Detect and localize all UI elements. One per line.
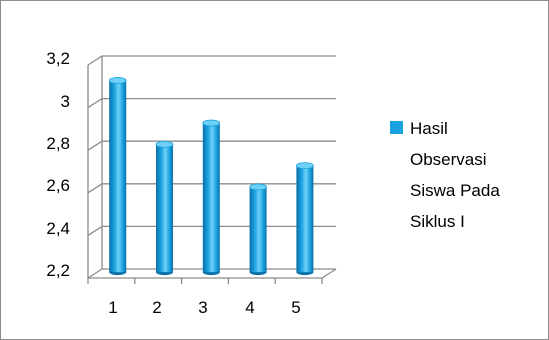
y-tick-label: 3 [61, 92, 70, 111]
y-tick-label: 3,2 [46, 49, 70, 68]
y-tick-label: 2,4 [46, 219, 70, 238]
x-tick-label: 3 [198, 298, 207, 317]
bar [202, 119, 221, 276]
legend-swatch [390, 121, 403, 134]
bar [108, 77, 127, 276]
bar [155, 140, 174, 276]
y-tick-label: 2,8 [46, 134, 70, 153]
bars [108, 77, 314, 276]
y-tick-label: 2,2 [46, 261, 70, 280]
bar-body [249, 186, 267, 273]
bar-body [296, 165, 314, 273]
y-tick-label: 2,6 [46, 176, 70, 195]
legend: Hasil Observasi Siswa Pada Siklus I [390, 119, 500, 231]
bar-top [108, 77, 127, 84]
x-axis: 1 2 3 4 5 [108, 298, 300, 317]
bar-top [295, 162, 314, 170]
x-tick-label: 2 [152, 298, 161, 317]
legend-label: Siswa Pada [410, 181, 500, 200]
x-tick-label: 5 [291, 298, 300, 317]
bar [295, 162, 314, 276]
bar [249, 183, 268, 276]
bar-body [109, 80, 127, 273]
bar-top [249, 183, 268, 191]
x-tick-label: 4 [245, 298, 254, 317]
bar-top [155, 140, 174, 148]
x-tick-label: 1 [108, 298, 117, 317]
legend-label: Siklus I [410, 212, 465, 231]
gridline [87, 55, 336, 66]
bar-top [202, 119, 221, 127]
bar-body [202, 123, 220, 273]
legend-label: Observasi [410, 150, 487, 169]
y-axis: 2,2 2,4 2,6 2,8 3 3,2 [46, 49, 70, 280]
bar-body [156, 144, 173, 273]
legend-label: Hasil [410, 119, 448, 138]
